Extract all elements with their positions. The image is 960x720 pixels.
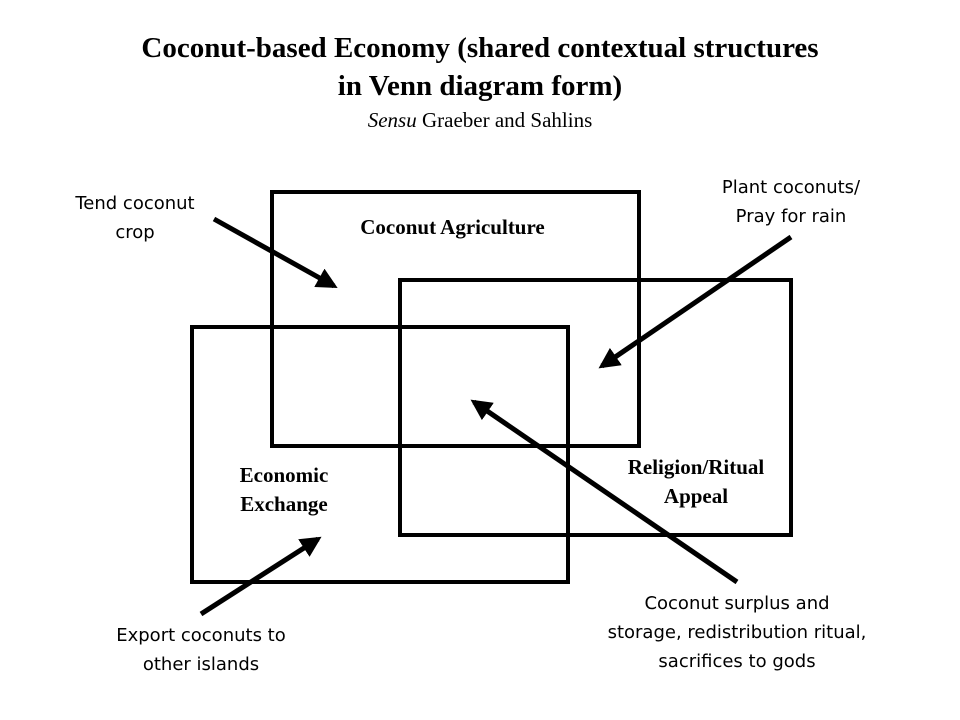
agriculture-set-box bbox=[270, 190, 641, 448]
agriculture-label: Coconut Agriculture bbox=[360, 215, 545, 239]
exchange-label: Economic Exchange bbox=[214, 461, 354, 519]
exchange-set-box bbox=[190, 325, 570, 584]
ritual-label: Religion/Ritual Appeal bbox=[606, 453, 786, 511]
diagram-title-line1: Coconut-based Economy (shared contextual… bbox=[141, 32, 819, 64]
subtitle-italic: Sensu bbox=[367, 108, 417, 132]
plant-pray-note: Plant coconuts/ Pray for rain bbox=[700, 173, 882, 231]
plant-arrow bbox=[598, 234, 793, 369]
tend-arrow bbox=[212, 216, 338, 289]
surplus-arrow bbox=[470, 399, 739, 585]
ritual-label-line2: Appeal bbox=[663, 484, 729, 508]
ritual-set-box bbox=[398, 278, 793, 537]
surplus-note-line2: storage, redistribution ritual, bbox=[607, 622, 867, 643]
surplus-note-line3: sacrifices to gods bbox=[658, 651, 816, 672]
export-note-line2: other islands bbox=[142, 654, 260, 675]
tend-crop-note: Tend coconut crop bbox=[55, 189, 215, 247]
tend-note-line2: crop bbox=[115, 222, 155, 243]
exchange-label-line2: Exchange bbox=[240, 492, 328, 516]
subtitle-rest: Graeber and Sahlins bbox=[416, 108, 593, 132]
plant-note-line1: Plant coconuts/ bbox=[721, 177, 861, 198]
export-note-line1: Export coconuts to bbox=[116, 625, 286, 646]
tend-note-line1: Tend coconut bbox=[75, 193, 195, 214]
surplus-note-line1: Coconut surplus and bbox=[644, 593, 830, 614]
export-note: Export coconuts to other islands bbox=[95, 621, 307, 679]
diagram-subtitle: Sensu Graeber and Sahlins bbox=[0, 106, 960, 134]
export-arrow bbox=[199, 536, 322, 617]
plant-note-line2: Pray for rain bbox=[735, 206, 847, 227]
exchange-label-line1: Economic bbox=[239, 463, 329, 487]
surplus-note: Coconut surplus and storage, redistribut… bbox=[586, 589, 888, 676]
ritual-label-line1: Religion/Ritual bbox=[627, 455, 765, 479]
diagram-title-line2: in Venn diagram form) bbox=[337, 70, 623, 102]
